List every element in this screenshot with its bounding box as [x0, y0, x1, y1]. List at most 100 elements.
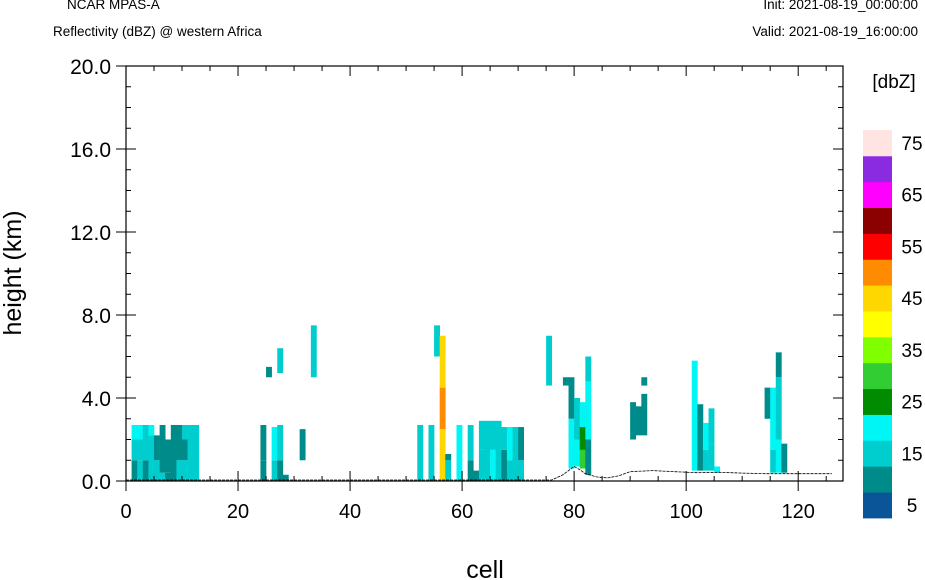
echo-cell — [478, 420, 485, 450]
echo-cell — [478, 449, 485, 482]
echo-cell — [456, 424, 463, 481]
y-tick-labels: 0.0 4.0 8.0 12.0 16.0 20.0 — [70, 56, 111, 494]
echo-cell — [271, 427, 278, 461]
echo-cell — [439, 387, 446, 430]
echo-cell — [271, 460, 278, 481]
echo-cell — [148, 424, 155, 436]
y-tick-label: 16.0 — [70, 139, 111, 162]
colorbar-labels: 5 15 25 35 45 55 65 75 — [901, 134, 922, 517]
echo-cell — [176, 460, 183, 481]
echo-cell — [518, 427, 525, 461]
echo-cell — [142, 439, 149, 461]
colorbar-swatch — [863, 155, 892, 183]
colorbar-swatch — [863, 130, 892, 157]
x-tick-label: 80 — [563, 501, 585, 523]
echo-cell — [182, 424, 188, 440]
y-tick-label: 0.0 — [82, 471, 111, 494]
echo-cell — [193, 424, 200, 481]
echo-cell — [770, 387, 777, 450]
echo-cell — [137, 424, 144, 440]
colorbar-swatch — [863, 466, 892, 493]
echo-cell — [148, 435, 155, 481]
plot-frame — [125, 65, 844, 482]
echo-cell — [434, 325, 440, 357]
colorbar-swatch — [863, 440, 892, 467]
echo-cell — [506, 427, 513, 461]
echo-cell — [445, 454, 452, 461]
colorbar-swatch — [863, 362, 892, 390]
x-tick-label: 40 — [339, 501, 361, 523]
x-tick-label: 100 — [669, 501, 702, 523]
echo-cell — [641, 377, 648, 386]
colorbar-label: 25 — [901, 393, 922, 414]
echo-cell — [165, 472, 172, 481]
echo-cell — [501, 427, 508, 450]
x-tick-labels: 0 20 40 60 80 100 120 — [120, 501, 814, 523]
echo-cell — [702, 422, 709, 450]
terrain-profile-line — [126, 466, 832, 481]
echo-cell — [764, 387, 771, 419]
echo-cell — [310, 325, 317, 378]
colorbar-label: 35 — [901, 341, 922, 362]
colorbar-swatch — [863, 233, 892, 260]
x-tick-label: 20 — [227, 501, 249, 523]
echo-cell — [775, 439, 782, 473]
echo-cell — [568, 418, 575, 469]
colorbar-label: 65 — [901, 186, 922, 207]
colorbar-swatch — [863, 181, 892, 208]
echo-cell — [585, 381, 592, 440]
echo-cell — [176, 424, 183, 461]
echo-cell — [439, 429, 446, 482]
echo-cell — [260, 460, 267, 481]
echo-cell — [702, 449, 709, 471]
colorbar-label: 55 — [901, 237, 922, 258]
echo-cell — [501, 449, 508, 482]
echo-cell — [131, 424, 138, 440]
x-axis-label: cell — [466, 556, 504, 580]
colorbar-label: 45 — [901, 289, 922, 310]
reflectivity-echo-layer — [131, 325, 788, 482]
echo-cell — [137, 460, 144, 481]
colorbar-label: 5 — [907, 496, 918, 517]
echo-cell — [170, 424, 177, 481]
echo-cell — [260, 424, 267, 461]
echo-cell — [512, 427, 519, 481]
echo-cell — [691, 439, 698, 471]
echo-cell — [775, 377, 782, 440]
echo-cell — [506, 460, 513, 481]
echo-cell — [697, 404, 704, 471]
colorbar-swatch — [863, 414, 892, 441]
echo-cell — [579, 449, 586, 469]
echo-cell — [473, 470, 480, 482]
echo-cell — [159, 472, 166, 481]
echo-cell — [277, 460, 284, 481]
colorbar-label: 75 — [901, 134, 922, 155]
model-title: NCAR MPAS-A — [67, 0, 160, 12]
echo-cell — [579, 402, 586, 428]
init-time: Init: 2021-08-19_00:00:00 — [763, 0, 918, 12]
y-tick-label: 12.0 — [70, 222, 111, 245]
echo-cell — [714, 466, 721, 473]
echo-cell — [467, 424, 474, 461]
echo-cell — [635, 406, 642, 436]
echo-cell — [574, 398, 581, 440]
echo-cell — [708, 408, 715, 444]
echo-cell — [165, 439, 172, 473]
echo-cell — [630, 402, 637, 440]
echo-cell — [490, 449, 496, 482]
echo-cell — [691, 360, 698, 440]
echo-cell — [137, 439, 144, 461]
colorbar-label: 15 — [901, 444, 922, 465]
echo-cell — [585, 439, 592, 475]
x-tick-label: 0 — [120, 501, 131, 523]
y-tick-label: 20.0 — [70, 56, 111, 79]
valid-time: Valid: 2021-08-19_16:00:00 — [752, 24, 918, 39]
echo-cell — [142, 424, 149, 440]
echo-cell — [417, 424, 424, 481]
echo-cell — [770, 449, 777, 473]
colorbar-swatch — [863, 311, 892, 338]
field-title: Reflectivity (dBZ) @ western Africa — [53, 24, 262, 39]
y-tick-label: 4.0 — [82, 388, 111, 411]
echo-cell — [775, 352, 782, 378]
echo-cell — [299, 429, 306, 461]
